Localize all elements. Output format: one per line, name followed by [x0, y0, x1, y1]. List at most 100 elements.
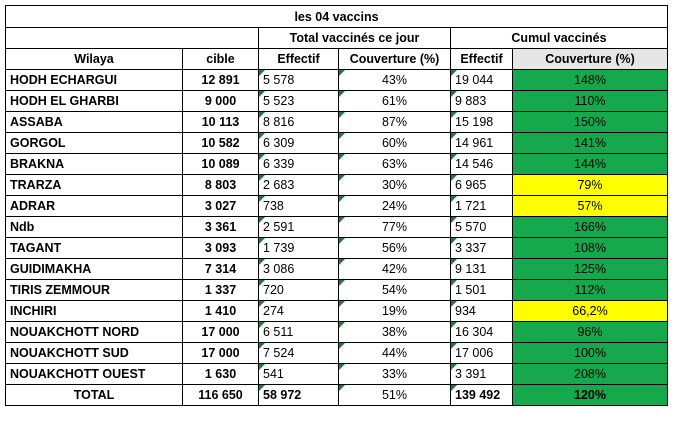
effectif-cumul-cell: 3 391: [450, 363, 513, 385]
cible-cell: 8 803: [182, 174, 259, 196]
couverture-jour-cell: 43%: [338, 69, 451, 91]
table-row: NOUAKCHOTT OUEST 1 630 541 33% 3 391 208%: [5, 363, 668, 385]
effectif-cumul-cell: 934: [450, 300, 513, 322]
cible-cell: 3 027: [182, 195, 259, 217]
cible-cell: 1 410: [182, 300, 259, 322]
cible-cell: 10 089: [182, 153, 259, 175]
couverture-cumul-cell: 208%: [512, 363, 668, 385]
wilaya-cell: Ndb: [5, 216, 183, 238]
header-effectif-cumul: Effectif: [450, 48, 513, 70]
cible-cell: 12 891: [182, 69, 259, 91]
effectif-cumul-cell: 5 570: [450, 216, 513, 238]
header-couverture-jour: Couverture (%): [338, 48, 451, 70]
table-row: INCHIRI 1 410 274 19% 934 66,2%: [5, 300, 668, 322]
group-header-cumul: Cumul vaccinés: [450, 27, 668, 49]
table-row: GORGOL 10 582 6 309 60% 14 961 141%: [5, 132, 668, 154]
couverture-cumul-cell: 148%: [512, 69, 668, 91]
wilaya-cell: NOUAKCHOTT OUEST: [5, 363, 183, 385]
couverture-jour-cell: 61%: [338, 90, 451, 112]
effectif-cumul-cell: 6 965: [450, 174, 513, 196]
couverture-jour-cell: 30%: [338, 174, 451, 196]
effectif-cumul-cell: 14 961: [450, 132, 513, 154]
wilaya-cell: TRARZA: [5, 174, 183, 196]
table-row: ASSABA 10 113 8 816 87% 15 198 150%: [5, 111, 668, 133]
cible-cell: 17 000: [182, 342, 259, 364]
table-row: NOUAKCHOTT NORD 17 000 6 511 38% 16 304 96%: [5, 321, 668, 343]
couverture-cumul-cell: 141%: [512, 132, 668, 154]
effectif-jour-cell: 6 339: [258, 153, 339, 175]
effectif-jour-cell: 6 309: [258, 132, 339, 154]
header-effectif-jour: Effectif: [258, 48, 339, 70]
wilaya-cell: HODH EL GHARBI: [5, 90, 183, 112]
cible-cell: 17 000: [182, 321, 259, 343]
header-wilaya: Wilaya: [5, 48, 183, 70]
wilaya-cell: NOUAKCHOTT NORD: [5, 321, 183, 343]
cible-cell: 3 361: [182, 216, 259, 238]
cible-cell: 3 093: [182, 237, 259, 259]
table-row: BRAKNA 10 089 6 339 63% 14 546 144%: [5, 153, 668, 175]
couverture-jour-cell: 42%: [338, 258, 451, 280]
wilaya-cell: TAGANT: [5, 237, 183, 259]
effectif-jour-cell: 8 816: [258, 111, 339, 133]
couverture-cumul-cell: 108%: [512, 237, 668, 259]
table-row: NOUAKCHOTT SUD 17 000 7 524 44% 17 006 100%: [5, 342, 668, 364]
effectif-cumul-cell: 19 044: [450, 69, 513, 91]
effectif-cumul-cell: 1 721: [450, 195, 513, 217]
effectif-jour-cell: 541: [258, 363, 339, 385]
effectif-cumul-cell: 9 883: [450, 90, 513, 112]
wilaya-cell: BRAKNA: [5, 153, 183, 175]
cible-cell: 116 650: [182, 384, 259, 406]
effectif-jour-cell: 720: [258, 279, 339, 301]
wilaya-cell: NOUAKCHOTT SUD: [5, 342, 183, 364]
wilaya-cell: ASSABA: [5, 111, 183, 133]
table-row: HODH EL GHARBI 9 000 5 523 61% 9 883 110%: [5, 90, 668, 112]
effectif-cumul-cell: 1 501: [450, 279, 513, 301]
couverture-cumul-cell: 150%: [512, 111, 668, 133]
effectif-cumul-cell: 3 337: [450, 237, 513, 259]
group-header-jour: Total vaccinés ce jour: [258, 27, 451, 49]
effectif-jour-cell: 1 739: [258, 237, 339, 259]
wilaya-cell: HODH ECHARGUI: [5, 69, 183, 91]
couverture-cumul-cell: 79%: [512, 174, 668, 196]
effectif-cumul-cell: 139 492: [450, 384, 513, 406]
couverture-jour-cell: 33%: [338, 363, 451, 385]
cible-cell: 9 000: [182, 90, 259, 112]
total-row: TOTAL 116 650 58 972 51% 139 492 120%: [5, 384, 668, 406]
effectif-cumul-cell: 16 304: [450, 321, 513, 343]
effectif-cumul-cell: 17 006: [450, 342, 513, 364]
effectif-cumul-cell: 15 198: [450, 111, 513, 133]
effectif-jour-cell: 6 511: [258, 321, 339, 343]
wilaya-cell: ADRAR: [5, 195, 183, 217]
couverture-cumul-cell: 112%: [512, 279, 668, 301]
cible-cell: 7 314: [182, 258, 259, 280]
couverture-jour-cell: 24%: [338, 195, 451, 217]
cible-cell: 1 337: [182, 279, 259, 301]
wilaya-cell: TOTAL: [5, 384, 183, 406]
couverture-jour-cell: 63%: [338, 153, 451, 175]
effectif-jour-cell: 2 591: [258, 216, 339, 238]
cible-cell: 1 630: [182, 363, 259, 385]
table-row: TRARZA 8 803 2 683 30% 6 965 79%: [5, 174, 668, 196]
cible-cell: 10 113: [182, 111, 259, 133]
effectif-jour-cell: 738: [258, 195, 339, 217]
wilaya-cell: INCHIRI: [5, 300, 183, 322]
table-row: GUIDIMAKHA 7 314 3 086 42% 9 131 125%: [5, 258, 668, 280]
couverture-cumul-cell: 110%: [512, 90, 668, 112]
couverture-jour-cell: 56%: [338, 237, 451, 259]
couverture-jour-cell: 44%: [338, 342, 451, 364]
vaccination-table: les 04 vaccins Total vaccinés ce jour Cu…: [5, 5, 668, 406]
effectif-cumul-cell: 9 131: [450, 258, 513, 280]
couverture-cumul-cell: 100%: [512, 342, 668, 364]
effectif-cumul-cell: 14 546: [450, 153, 513, 175]
table-row: TIRIS ZEMMOUR 1 337 720 54% 1 501 112%: [5, 279, 668, 301]
header-couverture-cumul: Couverture (%): [512, 48, 668, 70]
couverture-cumul-cell: 125%: [512, 258, 668, 280]
table-row: ADRAR 3 027 738 24% 1 721 57%: [5, 195, 668, 217]
couverture-cumul-cell: 120%: [512, 384, 668, 406]
couverture-jour-cell: 54%: [338, 279, 451, 301]
couverture-cumul-cell: 96%: [512, 321, 668, 343]
couverture-jour-cell: 77%: [338, 216, 451, 238]
couverture-cumul-cell: 57%: [512, 195, 668, 217]
couverture-jour-cell: 60%: [338, 132, 451, 154]
wilaya-cell: TIRIS ZEMMOUR: [5, 279, 183, 301]
